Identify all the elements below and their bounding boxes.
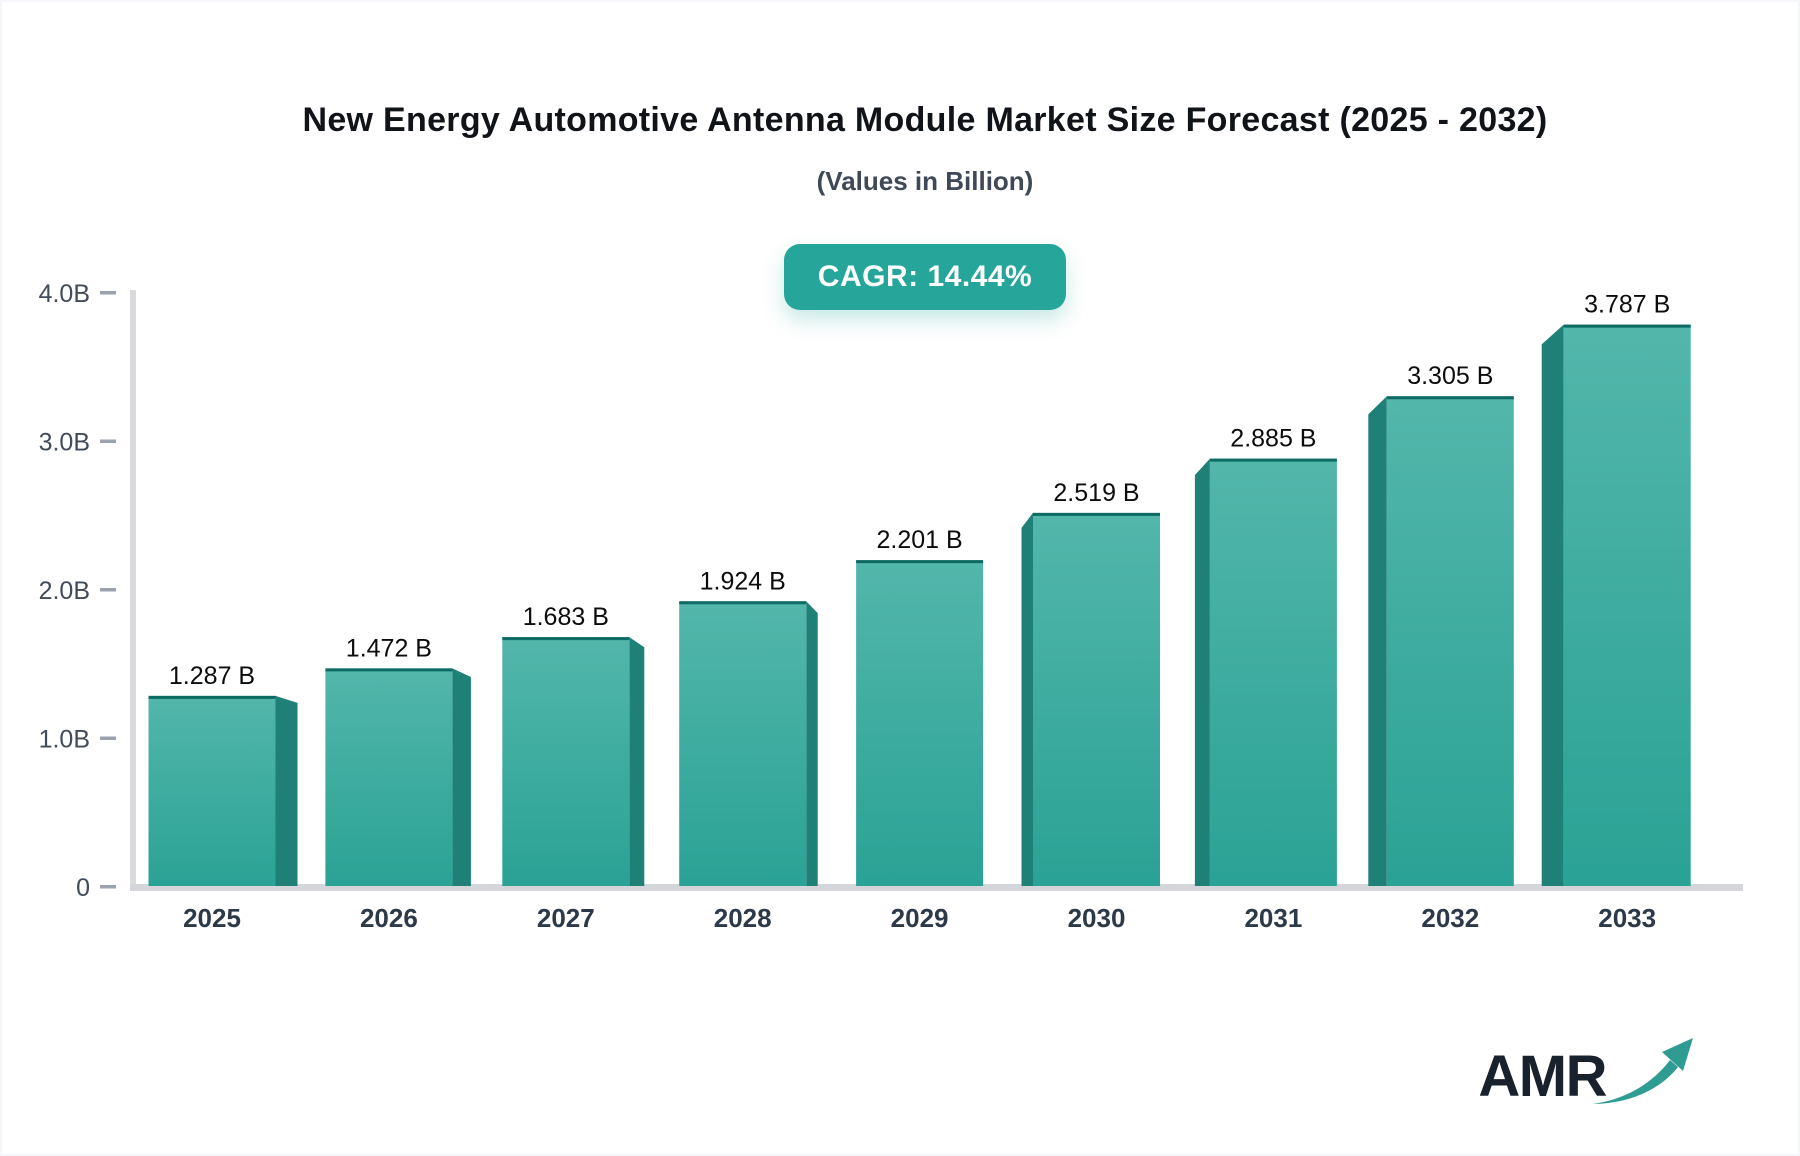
bar-value-label: 2.519 B — [1053, 479, 1139, 507]
bar-side-face — [1021, 512, 1033, 886]
bar-front-face — [1386, 396, 1514, 886]
bar-value-label: 2.885 B — [1230, 425, 1316, 453]
x-tick-label: 2032 — [1421, 903, 1479, 933]
bar-front-face — [1563, 324, 1691, 886]
chart-title: New Energy Automotive Antenna Module Mar… — [302, 101, 1548, 139]
amr-logo-text: AMR — [1478, 1044, 1607, 1109]
bar-value-label: 1.683 B — [523, 603, 609, 631]
bar-side-face — [1541, 324, 1564, 886]
x-tick-label: 2029 — [891, 903, 949, 933]
bar-front-face — [1209, 458, 1337, 886]
bar-front-face — [856, 560, 984, 886]
y-tick — [100, 588, 116, 592]
bar-side-face — [629, 637, 645, 886]
bar-front-face — [148, 695, 276, 886]
bar-2032 — [1368, 396, 1514, 886]
x-tick-label: 2027 — [537, 903, 595, 933]
y-tick — [100, 885, 116, 889]
bar-front-face — [325, 668, 453, 886]
y-tick-label: 2.0B — [39, 577, 90, 605]
bar-2033 — [1541, 324, 1691, 886]
amr-logo: AMR — [1478, 1032, 1702, 1106]
y-axis-line — [130, 290, 136, 891]
axis-labels: 1.287 B 2025 1.472 B 2026 1.683 B 2027 1.924 B… — [169, 291, 1670, 933]
x-tick-label: 2026 — [360, 903, 418, 933]
bar-value-label: 1.924 B — [700, 567, 786, 595]
y-tick-label: 0 — [76, 874, 90, 902]
chart-header: New Energy Automotive Antenna Module Mar… — [60, 0, 1790, 310]
bar-side-face — [1368, 396, 1387, 886]
bar-value-label: 1.472 B — [346, 634, 432, 662]
y-tick-label: 4.0B — [39, 280, 90, 308]
bar-side-face — [806, 601, 818, 886]
y-tick — [100, 439, 116, 443]
y-tick — [100, 291, 116, 295]
bar-front-face — [679, 601, 807, 886]
bar-value-label: 2.201 B — [877, 526, 963, 554]
bar-side-face — [452, 668, 471, 886]
x-tick-label: 2033 — [1598, 903, 1656, 933]
x-axis-line — [130, 884, 1743, 891]
amr-logo-arrow-icon — [1592, 1038, 1693, 1104]
y-tick — [100, 736, 116, 740]
x-tick-label: 2030 — [1068, 903, 1126, 933]
chart-subtitle: (Values in Billion) — [816, 166, 1034, 196]
bar-2028 — [679, 601, 818, 886]
x-tick-label: 2031 — [1244, 903, 1302, 933]
bar-series — [148, 324, 1691, 886]
bar-value-label: 3.787 B — [1584, 291, 1670, 319]
cagr-badge-row: CAGR: 14.44% — [60, 244, 1790, 310]
x-tick-label: 2025 — [183, 903, 241, 933]
bar-side-face — [1194, 458, 1210, 886]
bar-front-face — [502, 637, 630, 886]
bar-value-label: 1.287 B — [169, 662, 255, 690]
axes: 0 1.0B 2.0B 3.0B 4.0B — [39, 280, 1743, 902]
cagr-badge: CAGR: 14.44% — [783, 244, 1067, 310]
y-tick-label: 3.0B — [39, 429, 90, 457]
bar-front-face — [1033, 512, 1160, 886]
y-tick-label: 1.0B — [39, 726, 90, 754]
bar-2026 — [325, 668, 471, 886]
x-tick-label: 2028 — [714, 903, 772, 933]
bar-side-face — [275, 695, 298, 886]
bar-2029 — [856, 560, 984, 886]
bar-2030 — [1021, 512, 1160, 886]
bar-2025 — [148, 695, 298, 886]
bar-2031 — [1194, 458, 1337, 886]
bar-value-label: 3.305 B — [1407, 362, 1493, 390]
bar-2027 — [502, 637, 645, 886]
